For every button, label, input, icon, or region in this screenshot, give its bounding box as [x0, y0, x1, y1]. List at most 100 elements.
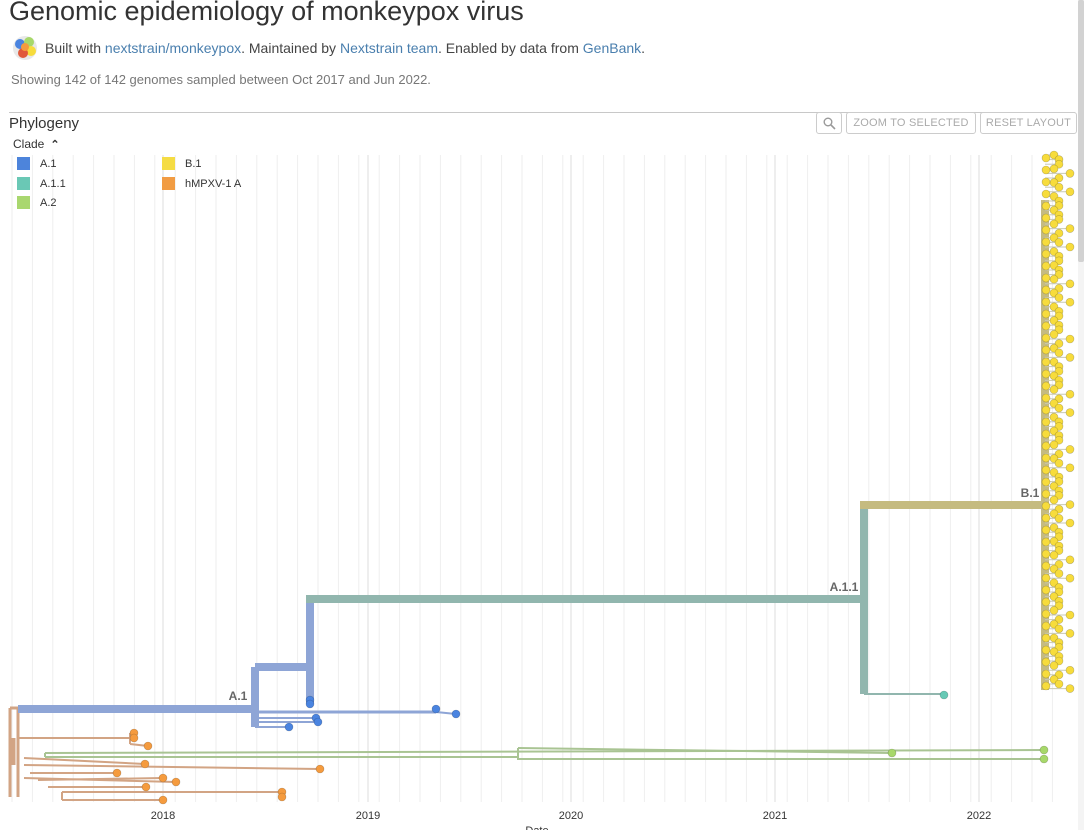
tip-b1[interactable] — [1041, 189, 1051, 199]
tip-b1[interactable] — [1065, 187, 1075, 197]
tip-b1[interactable] — [1041, 249, 1051, 259]
tip-hmpxv[interactable] — [140, 759, 150, 769]
tip-a2[interactable] — [1039, 745, 1049, 755]
nextstrain-team-link[interactable]: Nextstrain team — [339, 40, 438, 56]
tip-b1[interactable] — [1065, 353, 1075, 362]
tip-b1[interactable] — [1041, 645, 1051, 655]
tip-b1[interactable] — [1041, 429, 1051, 439]
tip-a11[interactable] — [939, 690, 949, 700]
tip-b1[interactable] — [1065, 169, 1075, 178]
magnifier-icon[interactable] — [816, 112, 842, 134]
tip-b1[interactable] — [1049, 219, 1059, 229]
tip-b1[interactable] — [1065, 408, 1075, 417]
page-scrollbar[interactable] — [1078, 0, 1084, 830]
tip-b1[interactable] — [1041, 177, 1051, 187]
tip-hmpxv[interactable] — [112, 768, 122, 778]
tip-b1[interactable] — [1041, 369, 1051, 379]
tip-b1[interactable] — [1065, 224, 1075, 233]
tip-b1[interactable] — [1054, 238, 1064, 247]
tip-b1[interactable] — [1065, 555, 1075, 565]
tip-b1[interactable] — [1065, 279, 1075, 289]
tip-b1[interactable] — [1054, 182, 1064, 192]
tip-b1[interactable] — [1049, 495, 1059, 505]
tip-a1[interactable] — [313, 717, 323, 727]
tip-b1[interactable] — [1065, 389, 1075, 399]
tip-b1[interactable] — [1041, 261, 1051, 271]
legend-item-a2[interactable]: A.2 — [17, 196, 57, 209]
tip-b1[interactable] — [1065, 665, 1075, 675]
tip-b1[interactable] — [1065, 334, 1075, 344]
tip-a1[interactable] — [431, 704, 441, 714]
tip-b1[interactable] — [1041, 657, 1051, 667]
tip-hmpxv[interactable] — [129, 733, 139, 743]
tip-b1[interactable] — [1054, 458, 1064, 468]
tip-b1[interactable] — [1049, 385, 1059, 394]
scrollbar-thumb[interactable] — [1078, 0, 1084, 262]
tip-b1[interactable] — [1065, 500, 1075, 509]
tip-b1[interactable] — [1041, 333, 1051, 343]
tip-b1[interactable] — [1041, 285, 1051, 295]
tip-b1[interactable] — [1054, 403, 1064, 413]
tip-b1[interactable] — [1065, 297, 1075, 307]
phylogeny-tree[interactable]: 2018 2019 2020 2021 2022 Date A.1 A.1.1 B.1 — [0, 150, 1084, 830]
tip-b1[interactable] — [1054, 679, 1064, 689]
tip-b1[interactable] — [1041, 405, 1051, 415]
tip-b1[interactable] — [1041, 561, 1051, 571]
tip-b1[interactable] — [1049, 606, 1059, 615]
tip-b1[interactable] — [1041, 297, 1051, 307]
tip-b1[interactable] — [1049, 274, 1059, 284]
tip-b1[interactable] — [1054, 569, 1064, 578]
tip-b1[interactable] — [1049, 164, 1059, 174]
tip-b1[interactable] — [1049, 440, 1059, 450]
tip-b1[interactable] — [1065, 610, 1075, 620]
tip-hmpxv[interactable] — [158, 773, 168, 783]
tip-a2[interactable] — [1039, 754, 1049, 764]
legend-item-hmpxv[interactable]: hMPXV-1 A — [162, 177, 241, 190]
tip-b1[interactable] — [1041, 201, 1051, 211]
tip-hmpxv[interactable] — [171, 777, 181, 787]
tip-hmpxv[interactable] — [143, 741, 153, 751]
tip-b1[interactable] — [1065, 463, 1075, 473]
tip-b1[interactable] — [1041, 549, 1051, 559]
tip-b1[interactable] — [1041, 609, 1051, 619]
tip-b1[interactable] — [1041, 345, 1051, 355]
legend-item-b1[interactable]: B.1 — [162, 157, 202, 170]
tip-b1[interactable] — [1065, 629, 1075, 638]
tip-b1[interactable] — [1054, 348, 1064, 358]
tip-b1[interactable] — [1054, 293, 1064, 302]
tip-b1[interactable] — [1041, 441, 1051, 451]
reset-layout-button[interactable]: RESET LAYOUT — [980, 112, 1077, 134]
tip-b1[interactable] — [1041, 393, 1051, 403]
tip-a1[interactable] — [305, 699, 315, 709]
tip-b1[interactable] — [1041, 213, 1051, 223]
tip-b1[interactable] — [1041, 273, 1051, 283]
tip-b1[interactable] — [1041, 309, 1051, 319]
tip-b1[interactable] — [1065, 445, 1075, 454]
tip-b1[interactable] — [1041, 669, 1051, 679]
legend-item-a1[interactable]: A.1 — [17, 157, 57, 170]
tip-b1[interactable] — [1041, 381, 1051, 391]
tip-b1[interactable] — [1041, 321, 1051, 331]
tip-b1[interactable] — [1041, 453, 1051, 463]
tip-a1[interactable] — [451, 709, 461, 719]
tip-hmpxv[interactable] — [141, 782, 151, 792]
tip-hmpxv[interactable] — [315, 764, 325, 774]
tip-b1[interactable] — [1041, 513, 1051, 523]
tip-b1[interactable] — [1041, 537, 1051, 547]
zoom-to-selected-button[interactable]: ZOOM TO SELECTED — [846, 112, 976, 134]
tip-b1[interactable] — [1041, 165, 1051, 175]
tip-b1[interactable] — [1041, 597, 1051, 607]
tip-b1[interactable] — [1054, 624, 1064, 634]
tip-b1[interactable] — [1041, 417, 1051, 427]
tip-a1[interactable] — [284, 722, 294, 732]
tip-b1[interactable] — [1041, 237, 1051, 247]
legend-item-a11[interactable]: A.1.1 — [17, 177, 66, 190]
tip-b1[interactable] — [1041, 225, 1051, 235]
tip-b1[interactable] — [1065, 573, 1075, 583]
tip-b1[interactable] — [1049, 330, 1059, 339]
tip-b1[interactable] — [1041, 477, 1051, 487]
tip-b1[interactable] — [1049, 661, 1059, 670]
tip-b1[interactable] — [1041, 681, 1051, 691]
tip-b1[interactable] — [1065, 242, 1075, 252]
tip-b1[interactable] — [1049, 550, 1059, 560]
